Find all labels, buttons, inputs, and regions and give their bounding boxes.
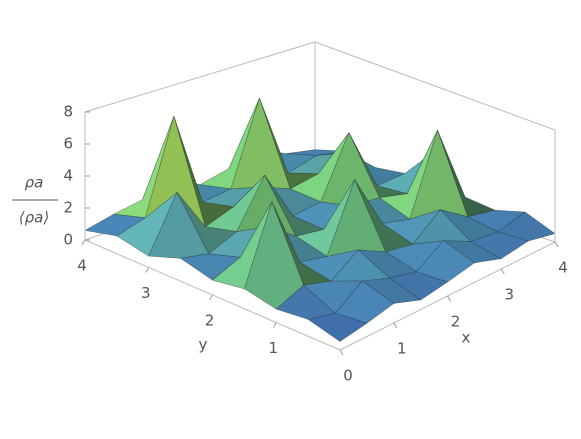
x-tick-label: 4 — [558, 259, 568, 277]
surface-cell — [440, 209, 499, 242]
surface-cell — [379, 129, 438, 220]
x-axis-label: x — [462, 329, 471, 347]
z-label-numerator: ρa — [25, 174, 44, 192]
x-tick-label: 3 — [504, 286, 514, 304]
surface-cell — [307, 312, 368, 342]
surface-cell — [264, 174, 325, 237]
y-tick-label: 2 — [205, 312, 215, 330]
z-tick-label: 6 — [63, 135, 73, 153]
surface-cell — [212, 201, 273, 290]
x-tick — [447, 295, 451, 302]
surface-cell — [275, 284, 336, 320]
surface-cell — [385, 240, 444, 272]
z-tick-label: 8 — [63, 103, 73, 121]
surface-cell — [148, 192, 209, 259]
x-tick-label: 0 — [343, 367, 353, 385]
y-tick — [81, 239, 86, 246]
y-axis-label: y — [199, 336, 208, 354]
surface — [84, 97, 556, 342]
y-tick — [145, 267, 150, 273]
x-tick-label: 2 — [451, 313, 461, 331]
surface-cell — [289, 132, 350, 203]
surface-cell — [416, 240, 475, 283]
y-tick-label: 1 — [268, 339, 278, 357]
surface-cell — [244, 201, 304, 310]
box-front: 0 2 4 6 8 0 1 2 3 4 1 2 3 4 — [63, 103, 567, 385]
y-tick-label: 4 — [77, 257, 87, 275]
y-tick — [209, 294, 213, 301]
x-tick — [339, 349, 344, 356]
x-tick — [554, 241, 559, 248]
surface-cell — [303, 280, 363, 314]
surface-cell — [320, 132, 380, 207]
z-tick-label: 4 — [63, 167, 73, 185]
box-edge — [314, 41, 556, 131]
surface-cell — [334, 280, 395, 324]
y-tick-label: 3 — [141, 284, 151, 302]
x-tick — [393, 322, 398, 329]
x-tick-label: 1 — [397, 340, 407, 358]
surface-cell — [271, 201, 332, 286]
y-tick — [272, 322, 277, 328]
surface-cell — [470, 231, 529, 259]
z-tick-label: 0 — [63, 231, 73, 249]
surface-cell — [348, 132, 408, 198]
x-tick — [500, 268, 505, 275]
z-label-denominator: ⟨ρa⟩ — [19, 209, 49, 227]
box-edge — [84, 41, 316, 113]
z-tick-label: 2 — [63, 199, 73, 217]
